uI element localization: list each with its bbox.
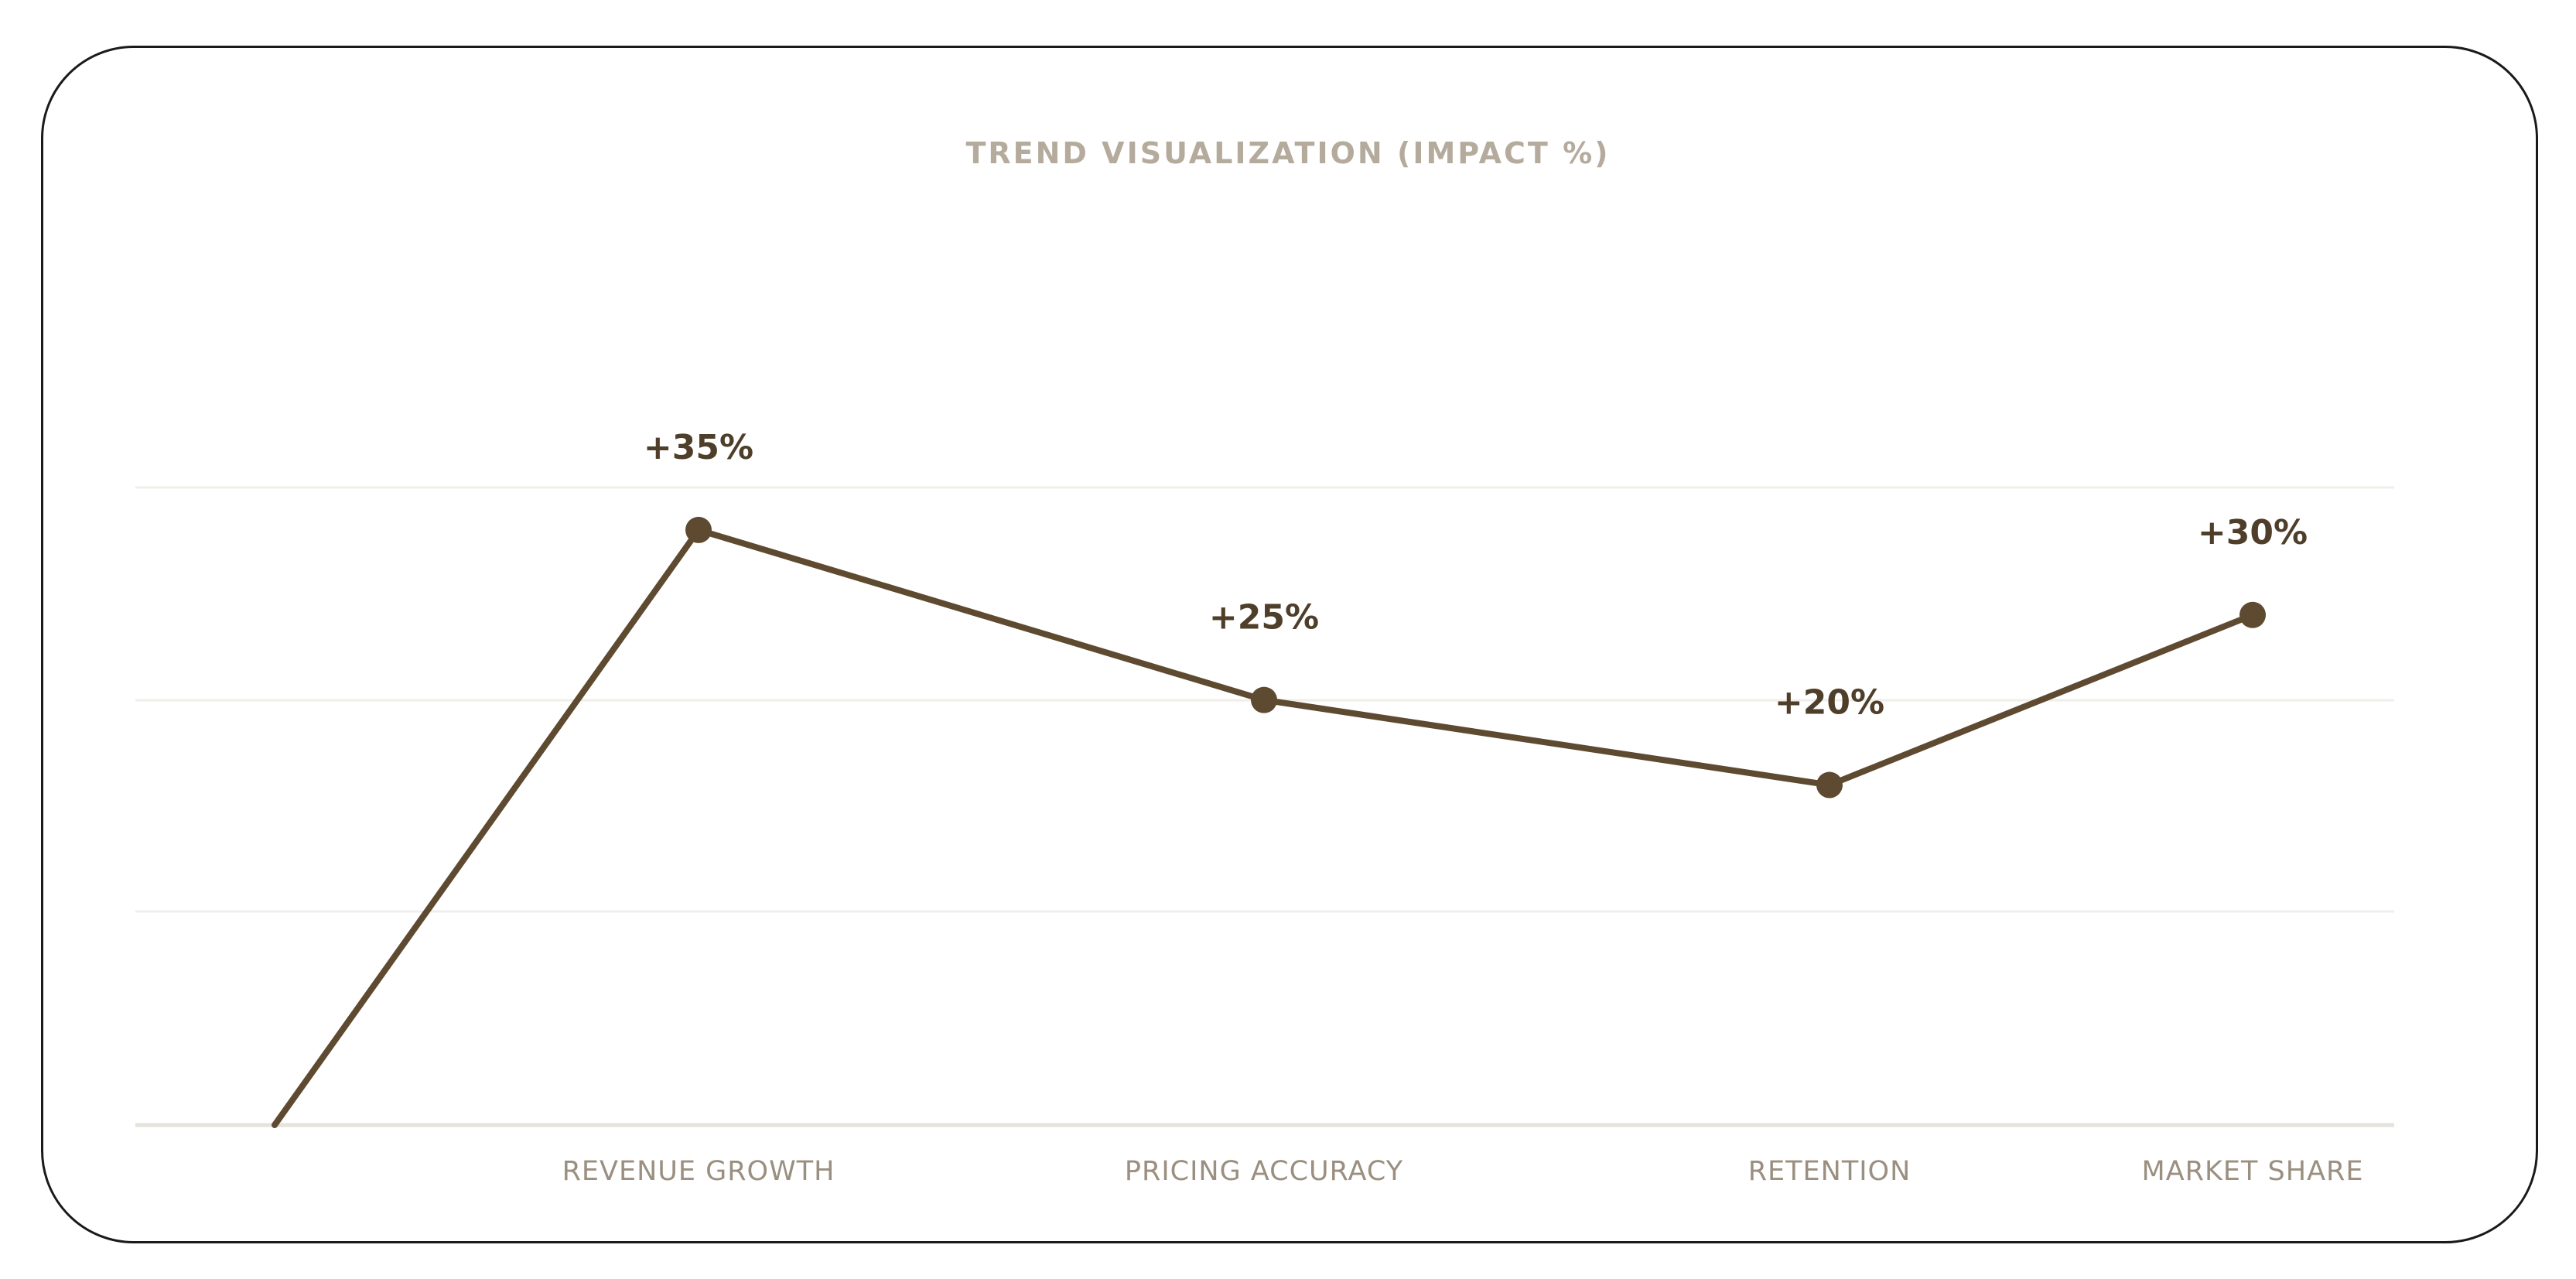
x-tick-label: REVENUE GROWTH	[562, 1156, 835, 1187]
data-point	[2239, 601, 2266, 628]
data-label: +30%	[2198, 513, 2308, 552]
data-point	[1251, 686, 1277, 713]
data-labels: +35% +25% +20% +30%	[644, 428, 2308, 723]
grid-lines	[135, 486, 2394, 1127]
chart-card	[41, 46, 2538, 1243]
x-tick-label: PRICING ACCURACY	[1125, 1156, 1403, 1187]
x-tick-label: MARKET SHARE	[2142, 1156, 2364, 1187]
data-point	[685, 516, 712, 543]
data-label: +35%	[644, 428, 753, 467]
data-point	[1816, 771, 1843, 799]
x-axis-labels: REVENUE GROWTH PRICING ACCURACY RETENTION M…	[562, 1156, 2364, 1187]
x-tick-label: RETENTION	[1748, 1156, 1912, 1187]
data-points	[685, 516, 2266, 799]
chart-title: TREND VISUALIZATION (IMPACT %)	[965, 136, 1611, 170]
data-label: +25%	[1209, 598, 1319, 638]
data-label: +20%	[1775, 683, 1884, 723]
